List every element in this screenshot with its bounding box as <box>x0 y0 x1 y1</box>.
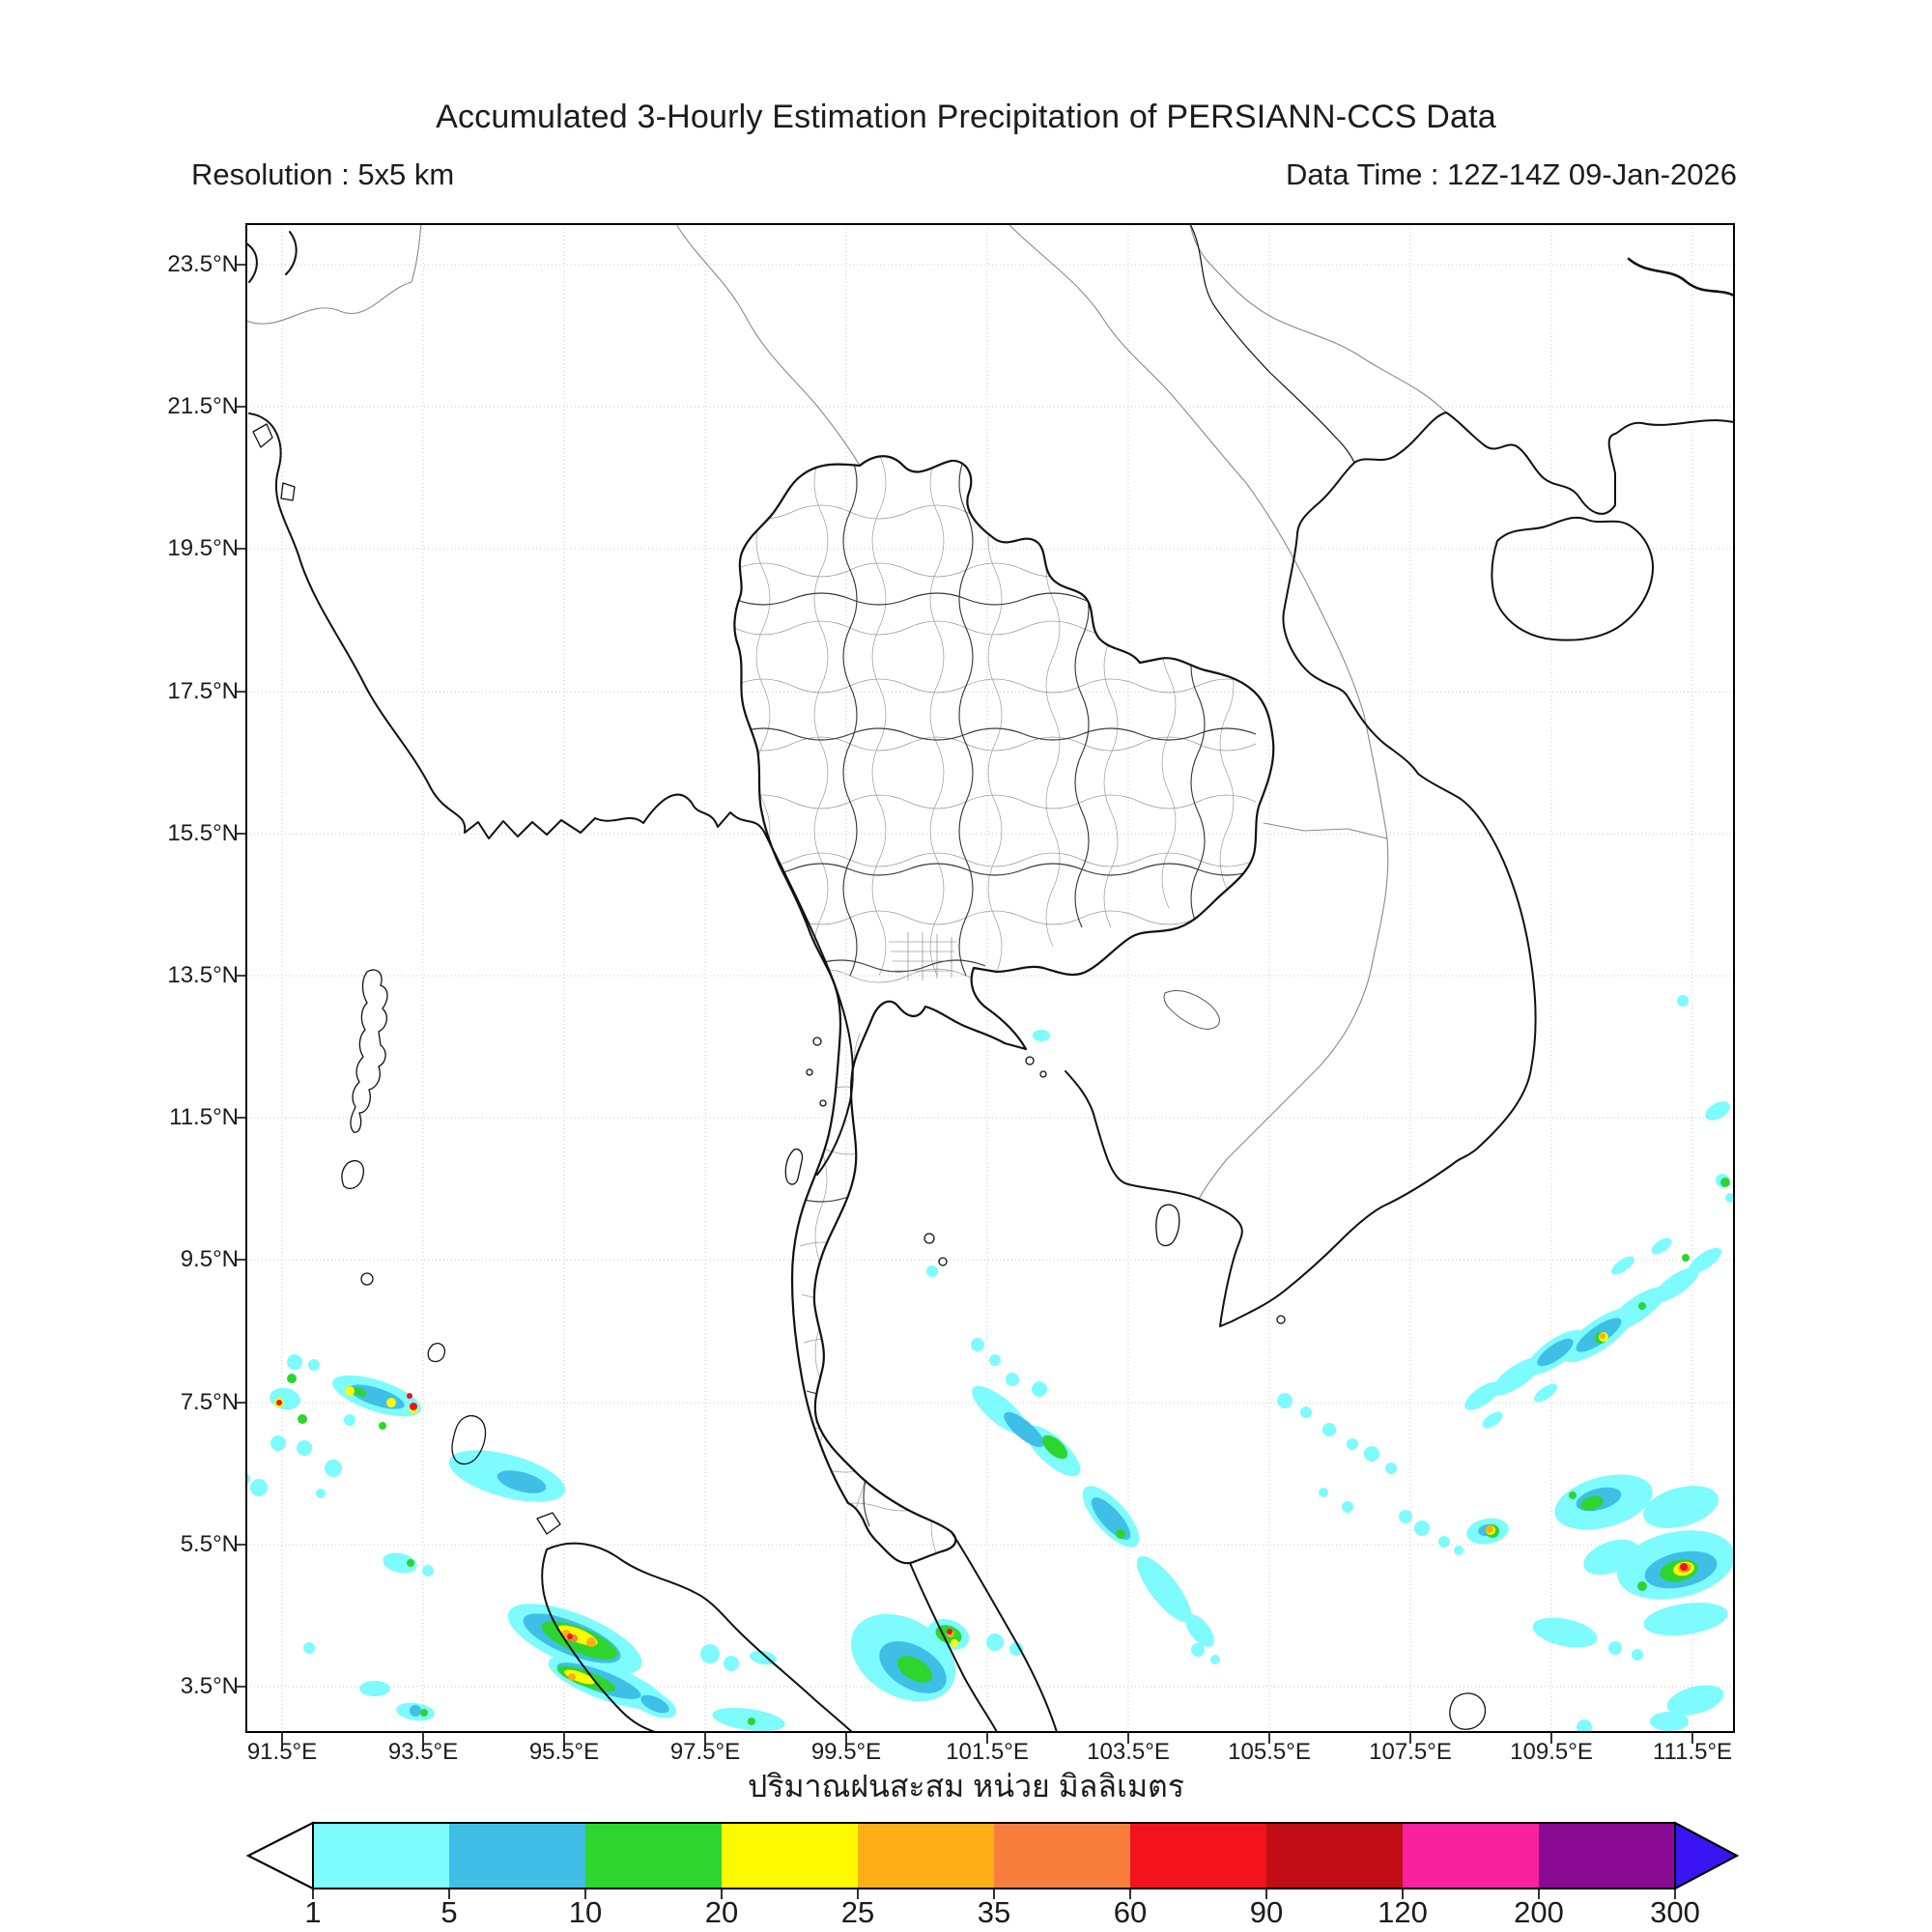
gridlines <box>246 224 1734 1732</box>
x-axis-tick-label: 109.5°E <box>1510 1739 1593 1765</box>
bangkok-district-cluster <box>889 932 956 980</box>
y-axis-tick-label: 3.5°N <box>180 1673 239 1699</box>
colorbar-ticks <box>312 1889 1676 1899</box>
colorbar-segment <box>858 1823 994 1889</box>
mergui-islet-3 <box>819 1099 827 1107</box>
map-frame <box>245 223 1735 1733</box>
phuket-island <box>784 1148 804 1185</box>
colorbar-segment <box>722 1823 858 1889</box>
weh-island <box>536 1512 561 1535</box>
colorbar-tick-label: 120 <box>1378 1895 1428 1929</box>
colorbar-segment <box>585 1823 722 1889</box>
koh-chang-island <box>1025 1056 1035 1065</box>
nicobar-island <box>427 1343 446 1363</box>
colorbar-tick-label: 60 <box>1113 1895 1148 1929</box>
y-axis-tick-label: 17.5°N <box>167 677 239 704</box>
y-axis-tick-label: 15.5°N <box>167 819 239 846</box>
colorbar-segment <box>1130 1823 1266 1889</box>
natuna-island <box>1449 1692 1487 1730</box>
tonle-sap-lake <box>1163 990 1220 1030</box>
islands <box>252 423 1487 1730</box>
colorbar-tick-label: 25 <box>840 1895 875 1929</box>
sumatra-east-coast <box>546 1542 853 1732</box>
x-axis-tick-label: 101.5°E <box>946 1739 1029 1765</box>
x-axis-tick-label: 103.5°E <box>1087 1739 1170 1765</box>
phangan-island <box>938 1257 948 1266</box>
y-axis-tick-label: 23.5°N <box>167 251 239 277</box>
colorbar-segment <box>313 1823 449 1889</box>
x-axis-tick-label: 99.5°E <box>810 1739 882 1765</box>
colorbar-segment <box>1266 1823 1403 1889</box>
myanmar-coastline <box>248 412 854 1176</box>
y-axis-tick-label: 19.5°N <box>167 535 239 562</box>
phu-quoc-island <box>1155 1204 1180 1247</box>
islet-topleft-2 <box>280 482 296 501</box>
x-axis-tick-label: 91.5°E <box>246 1739 318 1765</box>
y-axis-tick-label: 21.5°N <box>167 393 239 420</box>
con-son-island <box>1276 1315 1286 1324</box>
x-axis-tick-label: 111.5°E <box>1652 1739 1733 1765</box>
samui-island <box>923 1233 935 1244</box>
hainan-island <box>1491 516 1654 641</box>
colorbar-segment <box>1539 1823 1675 1889</box>
precipitation-layer <box>246 995 1734 1732</box>
colorbar-tick-label: 1 <box>304 1895 322 1929</box>
colorbar-segment <box>449 1823 585 1889</box>
colorbar-underflow-arrow <box>245 1821 314 1890</box>
country-borders <box>246 224 1447 1200</box>
colorbar-overflow-arrow <box>1674 1821 1740 1890</box>
x-axis-tick-label: 97.5°E <box>669 1739 741 1765</box>
malaysia-west-coast <box>909 1562 998 1732</box>
coastlines <box>246 224 1734 1732</box>
colorbar-axis-label: ปริมาณฝนสะสม หน่วย มิลลิเมตร <box>748 1769 1184 1804</box>
y-axis-tick-label: 11.5°N <box>169 1104 239 1131</box>
china-river <box>1627 257 1734 298</box>
x-axis-ticks <box>281 1732 1693 1744</box>
colorbar-segments <box>313 1823 1675 1889</box>
koh-kood-island <box>1039 1070 1047 1078</box>
y-axis-tick-label: 5.5°N <box>180 1530 239 1557</box>
mergui-islet-2 <box>806 1068 813 1076</box>
y-axis-tick-label: 9.5°N <box>180 1246 239 1273</box>
page-title: Accumulated 3-Hourly Estimation Precipit… <box>436 99 1496 135</box>
malaysia-east-coast <box>951 1531 1058 1732</box>
colorbar-tick-label: 35 <box>977 1895 1011 1929</box>
car-nicobar-island <box>360 1272 374 1286</box>
y-axis-tick-label: 7.5°N <box>180 1388 239 1415</box>
islet-topleft-1 <box>252 423 273 448</box>
district-boundaries <box>734 456 1257 1556</box>
colorbar-tick-label: 90 <box>1249 1895 1284 1929</box>
y-axis-ticks <box>235 264 246 1688</box>
x-axis-tick-label: 107.5°E <box>1369 1739 1452 1765</box>
sumatra-west-coast <box>541 1548 656 1732</box>
x-axis-tick-label: 93.5°E <box>387 1739 459 1765</box>
x-axis-tick-label: 105.5°E <box>1228 1739 1311 1765</box>
bay-of-bengal-inlets <box>246 231 298 283</box>
thailand-border <box>733 455 1275 1565</box>
colorbar <box>245 1821 1740 1899</box>
indochina-coastline <box>1065 412 1734 1327</box>
colorbar-segment <box>994 1823 1130 1889</box>
mergui-islet-1 <box>812 1037 822 1046</box>
red-river <box>1189 224 1355 464</box>
y-axis-tick-label: 13.5°N <box>167 962 239 988</box>
colorbar-tick-label: 300 <box>1650 1895 1700 1929</box>
x-axis-tick-label: 95.5°E <box>528 1739 600 1765</box>
andaman-islands <box>350 969 388 1133</box>
resolution-label: Resolution : 5x5 km <box>191 157 455 191</box>
precip-60-90mm <box>276 1393 1688 1639</box>
colorbar-tick-label: 200 <box>1514 1895 1564 1929</box>
colorbar-tick-label: 5 <box>440 1895 458 1929</box>
colorbar-tick-label: 20 <box>704 1895 739 1929</box>
little-andaman-island <box>341 1160 364 1189</box>
great-nicobar-island <box>451 1414 487 1465</box>
colorbar-tick-label: 10 <box>568 1895 603 1929</box>
colorbar-segment <box>1403 1823 1539 1889</box>
data-time-label: Data Time : 12Z-14Z 09-Jan-2026 <box>1286 157 1737 191</box>
precip-20-25mm <box>274 1332 1694 1685</box>
